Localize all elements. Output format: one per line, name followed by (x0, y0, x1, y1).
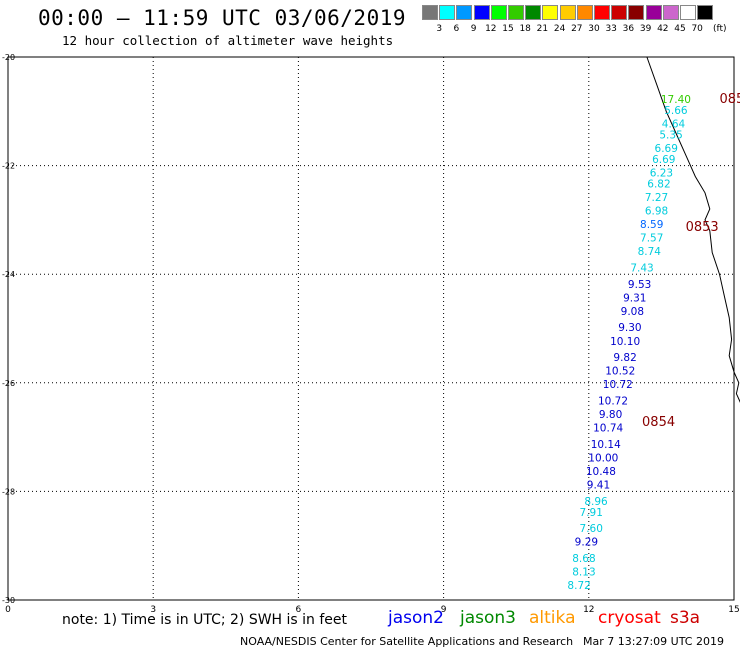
colorbar-swatch (645, 5, 662, 20)
swh-value: 10.10 (610, 336, 640, 348)
colorbar-swatch (542, 5, 559, 20)
colorbar-label: 70 (691, 24, 703, 34)
lat-tick-label: -22 (2, 162, 15, 171)
colorbar-label: 27 (571, 24, 583, 34)
track-label: 0852 (719, 92, 740, 107)
colorbar-label: 45 (674, 24, 686, 34)
swh-value: 6.69 (652, 154, 675, 166)
swh-value: 17.40 (661, 94, 691, 106)
swh-value: 10.72 (598, 396, 628, 408)
colorbar-swatch (662, 5, 679, 20)
colorbar-label: 24 (553, 24, 566, 34)
lon-tick-label: 0 (5, 605, 11, 615)
swh-value: 10.48 (586, 466, 616, 478)
lat-tick-label: -20 (2, 53, 15, 62)
timestamp-text: Mar 7 13:27:09 UTC 2019 (583, 635, 724, 648)
colorbar-swatch (680, 5, 696, 20)
swh-value: 8.72 (567, 580, 590, 592)
colorbar-swatch (611, 5, 628, 20)
map-frame (7, 56, 735, 601)
colorbar-label: 12 (485, 24, 497, 34)
swh-value: 9.31 (623, 292, 646, 304)
colorbar-swatch (594, 5, 610, 20)
lat-tick-label: -30 (2, 596, 15, 605)
swh-value: 8.96 (584, 496, 608, 508)
legend-jason3: jason3 (460, 608, 516, 628)
swh-value: 10.14 (591, 439, 621, 451)
legend-altika: altika (529, 608, 576, 628)
colorbar-swatch (508, 5, 524, 20)
swh-value: 9.82 (613, 352, 636, 364)
track-label: 0854 (642, 415, 675, 430)
lat-tick-label: -28 (2, 487, 15, 496)
credit-text: NOAA/NESDIS Center for Satellite Applica… (240, 635, 574, 648)
swh-value: 7.27 (645, 192, 668, 204)
colorbar-unit: (ft) (713, 24, 727, 34)
colorbar-swatch (490, 5, 507, 20)
colorbar-swatch (576, 5, 593, 20)
units-note: note: 1) Time is in UTC; 2) SWH is in fe… (62, 612, 348, 628)
lon-tick-label: 15 (728, 605, 739, 615)
swh-value: 8.13 (572, 567, 595, 579)
colorbar-label: 3 (436, 24, 443, 34)
colorbar-label: 33 (605, 24, 617, 34)
swh-value: 10.72 (603, 379, 633, 391)
colorbar-label: 18 (519, 24, 531, 34)
colorbar-label: 30 (588, 24, 600, 34)
colorbar-label: 36 (622, 24, 635, 34)
colorbar-swatch (439, 5, 456, 20)
swh-value: 4.64 (662, 119, 686, 131)
colorbar-swatch (628, 5, 645, 20)
swh-value: 6.82 (647, 178, 670, 190)
swh-value: 8.74 (638, 246, 662, 258)
swh-value: 10.00 (588, 453, 618, 465)
legend-s3a: s3a (670, 608, 701, 628)
lon-tick-label: 9 (441, 605, 447, 615)
swh-value: 5.66 (664, 105, 688, 117)
colorbar-swatch (456, 5, 473, 20)
map-subtitle: 12 hour collection of altimeter wave hei… (62, 33, 394, 48)
swh-value: 9.08 (621, 306, 644, 318)
colorbar-swatch (473, 5, 490, 20)
swh-value: 10.74 (593, 423, 623, 435)
colorbar-swatch (559, 5, 576, 20)
colorbar-label: 15 (502, 24, 514, 34)
swh-value: 6.69 (655, 143, 678, 155)
legend-cryosat: cryosat (598, 608, 661, 628)
coastline (646, 56, 740, 403)
colorbar-label: 9 (470, 24, 477, 34)
colorbar-label: 6 (453, 24, 460, 34)
legend-jason2: jason2 (388, 608, 444, 628)
lon-tick-label: 6 (296, 605, 302, 615)
map-title: 00:00 — 11:59 UTC 03/06/2019 (38, 6, 407, 30)
swh-value: 5.35 (659, 129, 682, 141)
swh-value: 8.68 (572, 553, 595, 565)
lat-tick-label: -24 (2, 270, 15, 279)
colorbar-swatch (697, 5, 714, 20)
colorbar-swatch (422, 5, 438, 20)
lat-tick-label: -26 (2, 379, 15, 388)
swh-value: 9.41 (587, 480, 610, 492)
swh-value: 6.98 (645, 205, 668, 217)
swh-value: 9.30 (618, 322, 641, 334)
colorbar-label: 39 (639, 24, 652, 34)
colorbar-label: 42 (657, 24, 669, 34)
swh-value: 7.91 (580, 507, 603, 519)
swh-value: 9.53 (628, 279, 651, 291)
swh-value: 10.52 (605, 366, 635, 378)
colorbar-label: 21 (536, 24, 549, 34)
swh-value: 7.43 (630, 262, 653, 274)
swh-value: 7.60 (580, 523, 603, 535)
swh-value: 9.29 (575, 537, 598, 549)
colorbar-swatch (525, 5, 542, 20)
lon-tick-label: 3 (150, 605, 156, 615)
swh-value: 6.23 (650, 167, 673, 179)
swh-value: 7.57 (640, 233, 663, 245)
track-label: 0853 (686, 220, 719, 235)
swh-value: 9.80 (599, 409, 622, 421)
lon-tick-label: 12 (583, 605, 594, 615)
swh-value: 8.59 (640, 219, 663, 231)
